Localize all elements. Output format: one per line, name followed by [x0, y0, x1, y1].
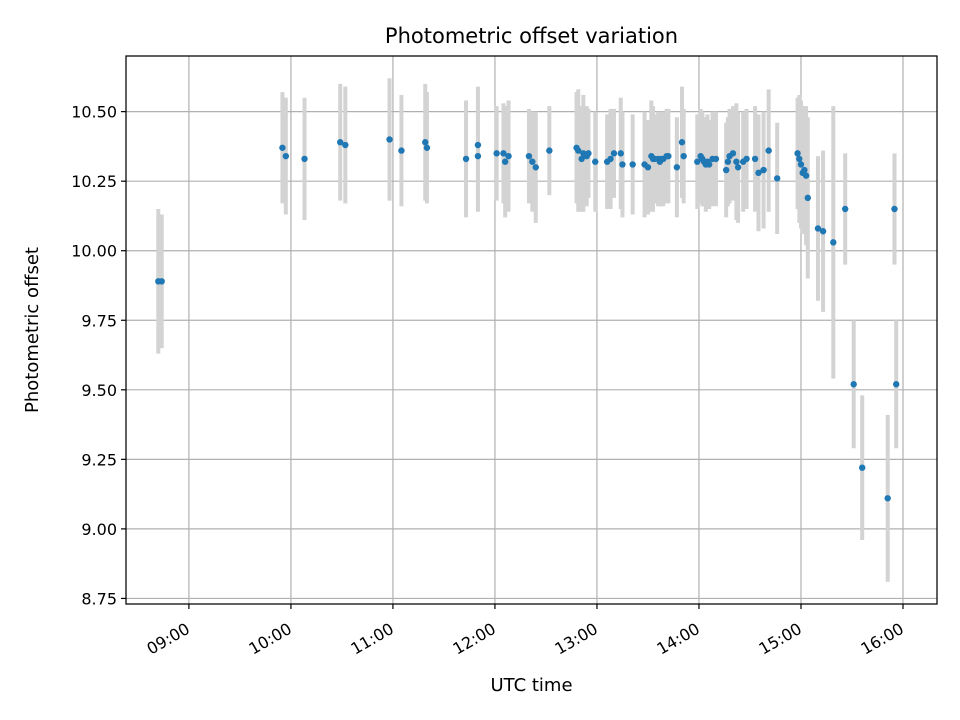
data-points — [155, 136, 900, 502]
data-point — [592, 158, 599, 165]
data-point — [585, 150, 592, 157]
data-point — [830, 239, 837, 246]
data-point — [850, 381, 857, 388]
data-point — [386, 136, 393, 143]
data-point — [722, 166, 730, 174]
data-point — [751, 155, 759, 163]
data-point — [814, 225, 822, 232]
data-point — [797, 161, 805, 168]
data-point — [644, 164, 652, 171]
data-point — [158, 278, 165, 285]
data-point — [529, 158, 536, 165]
data-point — [705, 161, 713, 168]
plot-frame — [125, 55, 938, 605]
data-point — [673, 164, 681, 171]
data-point — [619, 161, 626, 168]
data-point — [505, 152, 512, 160]
data-point — [423, 144, 431, 151]
data-point — [729, 150, 737, 157]
data-point — [337, 139, 344, 146]
data-point — [891, 205, 898, 213]
data-point — [743, 155, 750, 163]
y-axis-ticks: 8.75 9.00 9.25 9.50 9.75 10.00 10.25 10.50 — [71, 103, 126, 608]
y-tick-label: 8.75 — [81, 589, 117, 608]
data-point — [796, 155, 803, 163]
y-tick-label: 9.75 — [81, 311, 117, 330]
data-point — [500, 150, 507, 157]
data-point — [474, 141, 482, 149]
data-point — [755, 169, 762, 177]
data-point — [398, 147, 405, 154]
data-point — [493, 150, 500, 157]
y-tick-label: 10.50 — [71, 103, 117, 122]
data-point — [804, 194, 811, 202]
data-point — [282, 152, 290, 160]
data-point — [819, 228, 827, 235]
y-tick-label: 9.00 — [81, 520, 117, 539]
data-point — [858, 464, 866, 471]
data-point — [301, 155, 308, 163]
data-point — [532, 164, 539, 171]
data-point — [474, 152, 482, 160]
data-point — [607, 155, 614, 163]
data-point — [794, 150, 801, 157]
data-point — [629, 161, 636, 168]
data-point — [680, 152, 687, 160]
data-point — [712, 155, 720, 163]
data-point — [678, 139, 686, 146]
data-point — [279, 144, 286, 151]
data-point — [884, 495, 891, 502]
data-point — [342, 141, 349, 149]
data-point — [773, 175, 781, 182]
y-tick-label: 10.00 — [71, 242, 117, 261]
data-point — [501, 158, 509, 165]
data-point — [578, 155, 585, 163]
data-point — [841, 205, 849, 213]
data-point — [765, 147, 772, 154]
data-point — [760, 166, 767, 174]
data-point — [892, 381, 900, 388]
y-tick-label: 9.50 — [81, 381, 117, 400]
data-point — [617, 150, 624, 157]
data-point — [610, 150, 618, 157]
data-point — [724, 158, 732, 165]
y-tick-label: 9.25 — [81, 450, 117, 469]
y-tick-label: 10.25 — [71, 172, 117, 191]
x-axis-title: UTC time — [490, 675, 572, 696]
chart-title: Photometric offset variation — [385, 24, 678, 48]
data-point — [801, 166, 808, 174]
data-point — [733, 158, 740, 165]
data-point — [665, 152, 672, 160]
data-point — [734, 164, 742, 171]
data-point — [546, 147, 553, 154]
data-point — [694, 158, 701, 165]
data-point — [802, 172, 810, 179]
data-point — [525, 152, 533, 160]
data-point — [462, 155, 470, 163]
data-point — [575, 147, 582, 154]
data-point — [422, 139, 429, 146]
y-axis-title: Photometric offset — [22, 247, 43, 413]
